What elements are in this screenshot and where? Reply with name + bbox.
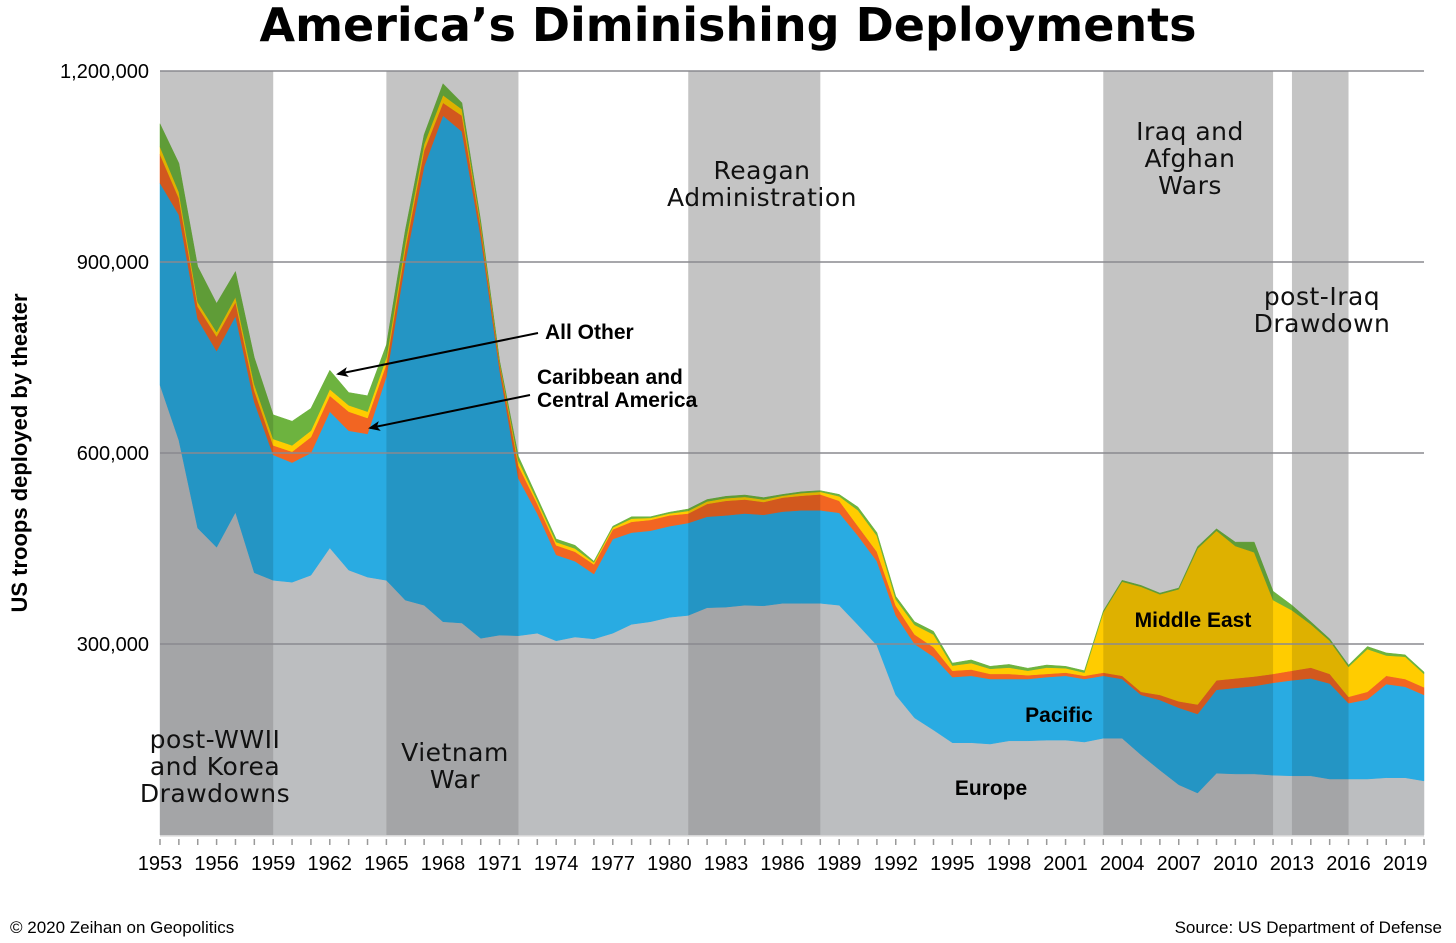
period-label: post-Iraq [1264,282,1380,311]
x-tick-label: 2016 [1326,853,1371,875]
x-tick-label: 2010 [1213,853,1258,875]
label-europe: Europe [955,777,1027,800]
x-tick-label: 1986 [760,853,805,875]
x-tick-label: 2004 [1100,853,1145,875]
label-all-other: All Other [545,321,634,344]
y-tick-label: 900,000 [77,252,149,274]
x-tick-label: 1959 [251,853,296,875]
y-tick-label: 600,000 [77,443,149,465]
label-pacific: Pacific [1025,704,1093,727]
period-label: Vietnam [401,738,509,767]
period-label: War [430,765,480,794]
x-tick-label: 1971 [477,853,522,875]
period-label: Administration [667,183,857,212]
area-all-other [159,83,1425,675]
source-text: Source: US Department of Defense [1175,918,1442,937]
x-tick-label: 1953 [138,853,183,875]
x-tick-label: 1974 [534,853,579,875]
arrow-all-other [336,332,539,377]
copyright-text: © 2020 Zeihan on Geopolitics [10,918,234,937]
arrow-caribbean [368,394,531,431]
label-caribbean: Caribbean and [537,366,683,389]
x-tick-label: 1977 [591,853,636,875]
x-tick-label: 2001 [1043,853,1088,875]
x-tick-label: 1980 [647,853,692,875]
x-tick-label: 1989 [817,853,862,875]
period-label: post-WWII [150,725,281,754]
x-tick-label: 1998 [987,853,1032,875]
label-middle-east: Middle East [1135,609,1252,632]
y-tick-label: 300,000 [77,634,149,656]
x-tick-label: 2013 [1270,853,1315,875]
chart-title: America’s Diminishing Deployments [259,0,1196,52]
label-caribbean: Central America [537,389,698,412]
x-tick-label: 1956 [194,853,239,875]
period-label: and Korea [150,752,280,781]
gridlines [160,70,1424,645]
axes: 300,000 600,000 900,000 1,200,000 1953 1956 19… [60,61,1427,875]
y-tick-label: 1,200,000 [60,61,149,83]
period-label: Drawdown [1254,309,1391,338]
period-label: Iraq and [1136,117,1244,146]
x-tick-label: 1965 [364,853,409,875]
x-tick-label: 2019 [1383,853,1428,875]
period-label: Drawdowns [140,779,290,808]
period-label: Wars [1158,171,1222,200]
period-label: Reagan [714,156,811,185]
period-label: Afghan [1145,144,1236,173]
y-axis-label: US troops deployed by theater [7,293,32,612]
x-tick-label: 1983 [704,853,749,875]
x-tick-label: 1968 [421,853,466,875]
x-tick-label: 1962 [308,853,353,875]
x-tick-label: 1995 [930,853,975,875]
x-tick-label: 1992 [874,853,919,875]
x-tick-label: 2007 [1156,853,1201,875]
